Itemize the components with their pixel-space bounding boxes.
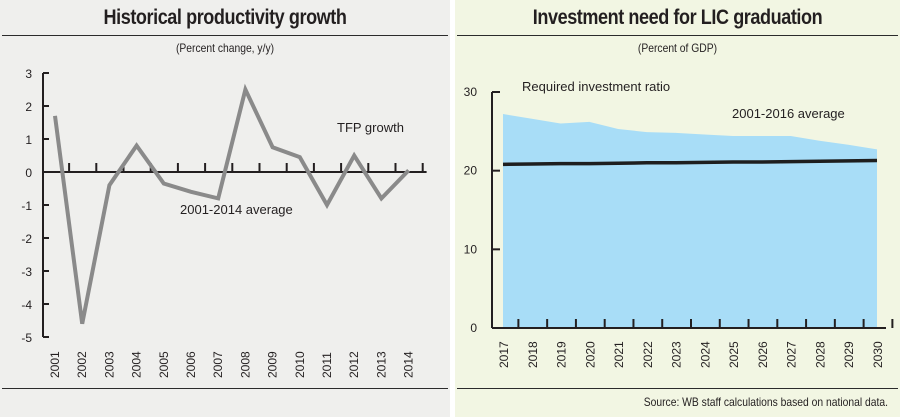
x-tick-label: 2020 <box>583 341 597 368</box>
y-tick-label: 2 <box>25 100 32 114</box>
x-tick-label: 2002 <box>75 351 89 378</box>
source-note: Source: WB staff calculations based on n… <box>643 395 888 409</box>
right-chart-subtitle: (Percent of GDP) <box>637 41 718 55</box>
x-tick-label: 2023 <box>670 341 684 368</box>
left-chart-subtitle: (Percent change, y/y) <box>175 41 275 55</box>
x-tick-label: 2001 <box>48 351 62 378</box>
x-tick-label: 2008 <box>238 351 252 378</box>
x-tick-label: 2028 <box>813 341 827 368</box>
left-chart-title: Historical productivity growth <box>103 6 347 29</box>
required-investment-area <box>503 114 877 328</box>
x-tick-label: 2017 <box>497 341 511 368</box>
y-tick-label: 0 <box>470 321 477 335</box>
x-tick-label: 2025 <box>727 341 741 368</box>
annotation-average: 2001-2016 average <box>732 106 845 121</box>
left-title-rule <box>2 35 448 36</box>
x-tick-label: 2009 <box>266 351 280 378</box>
x-tick-label: 2006 <box>184 351 198 378</box>
y-tick-label: -5 <box>21 331 32 345</box>
y-tick-label: -3 <box>21 265 32 279</box>
x-tick-label: 2030 <box>871 341 885 368</box>
y-tick-label: 30 <box>464 85 478 99</box>
x-tick-label: 2019 <box>555 341 569 368</box>
x-tick-label: 2022 <box>641 341 655 368</box>
right-title-rule <box>457 35 898 36</box>
tfp-growth-line <box>53 83 411 325</box>
y-tick-label: 3 <box>25 67 32 81</box>
annotation-tfp-growth: TFP growth <box>337 120 404 135</box>
right-chart-panel: Investment need for LIC graduation (Perc… <box>455 0 900 417</box>
average-line <box>502 158 878 167</box>
y-tick-label: -4 <box>21 298 32 312</box>
x-tick-label: 2018 <box>526 341 540 368</box>
annotation-required-investment: Required investment ratio <box>522 79 670 94</box>
x-tick-label: 2012 <box>347 351 361 378</box>
x-tick-label: 2005 <box>157 351 171 378</box>
y-tick-label: -2 <box>21 232 32 246</box>
x-tick-label: 2014 <box>402 351 416 378</box>
x-tick-label: 2013 <box>374 351 388 378</box>
y-tick-label: 0 <box>25 166 32 180</box>
x-tick-label: 2021 <box>612 341 626 368</box>
x-tick-label: 2007 <box>211 351 225 378</box>
left-chart-panel: Historical productivity growth (Percent … <box>0 0 450 417</box>
x-tick-label: 2029 <box>842 341 856 368</box>
y-tick-label: 20 <box>464 164 478 178</box>
x-tick-label: 2003 <box>102 351 116 378</box>
y-tick-label: 10 <box>464 242 478 256</box>
left-chart-plot: 3 2 1 0 -1 -2 -3 -4 -5 2001 2002 2003 2004 2005 2006 20… <box>21 67 427 378</box>
right-chart-title: Investment need for LIC graduation <box>532 6 823 29</box>
x-tick-label: 2027 <box>785 341 799 368</box>
y-tick-label: 1 <box>25 133 32 147</box>
left-bottom-rule <box>2 388 448 389</box>
y-tick-label: -1 <box>21 199 32 213</box>
x-tick-label: 2026 <box>756 341 770 368</box>
right-bottom-rule <box>457 388 898 389</box>
x-tick-label: 2004 <box>130 351 144 378</box>
right-chart-plot: 30 20 10 0 2017 2018 2019 2020 2021 2022 2023 2024 2… <box>464 79 894 368</box>
x-tick-label: 2024 <box>698 341 712 368</box>
x-tick-label: 2010 <box>293 351 307 378</box>
x-tick-label: 2011 <box>320 352 334 378</box>
annotation-average: 2001-2014 average <box>180 202 293 217</box>
